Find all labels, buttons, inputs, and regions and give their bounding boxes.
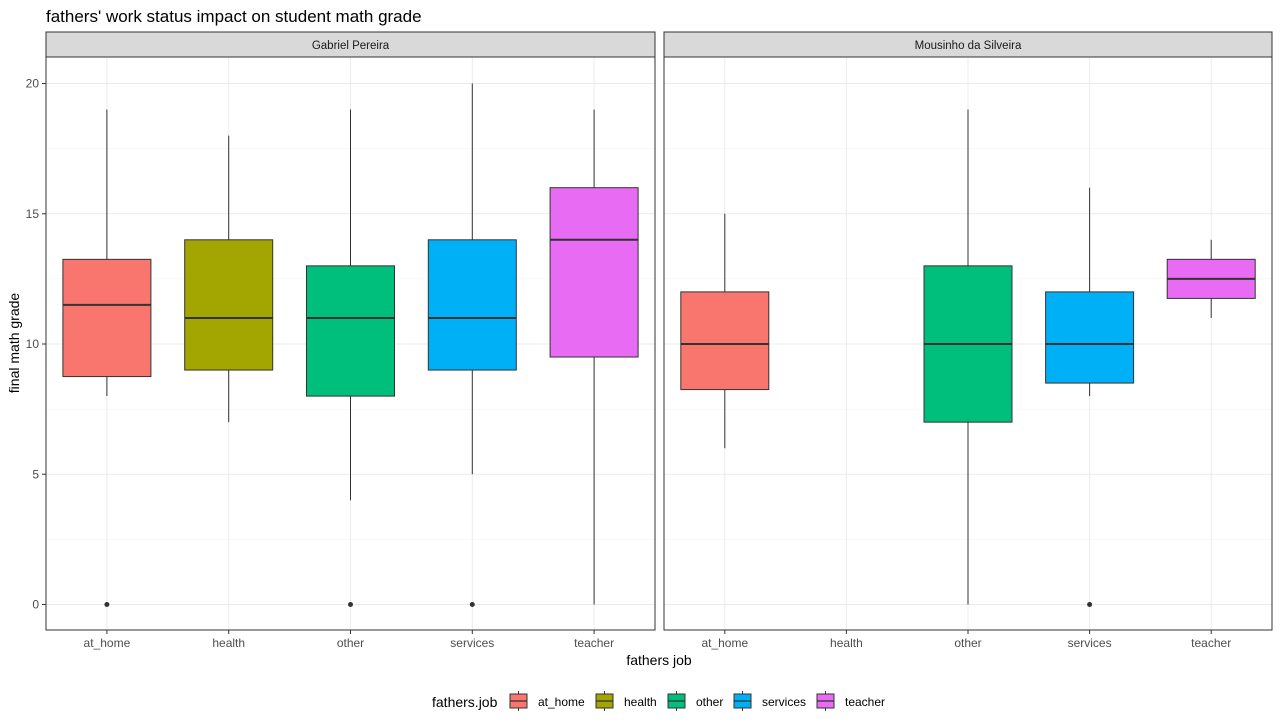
facet-strip bbox=[45, 31, 656, 58]
legend-label-other: other bbox=[696, 695, 723, 709]
x-tick-label: teacher bbox=[574, 636, 614, 650]
x-tick-label: services bbox=[450, 636, 494, 650]
box-at_home bbox=[680, 291, 770, 391]
box-teacher bbox=[549, 187, 639, 358]
x-tick-label: health bbox=[212, 636, 245, 650]
legend-label-health: health bbox=[624, 695, 657, 709]
legend-label-services: services bbox=[762, 695, 806, 709]
x-tick-label: services bbox=[1068, 636, 1112, 650]
box-health bbox=[184, 239, 274, 371]
y-tick-label: 5 bbox=[32, 467, 39, 481]
facet-panels: Gabriel Pereira at_home health other service… bbox=[26, 31, 1273, 650]
legend-title: fathers.job bbox=[432, 694, 498, 710]
y-tick-label: 10 bbox=[26, 337, 40, 351]
outlier-point bbox=[469, 602, 475, 607]
x-tick-label: health bbox=[830, 636, 863, 650]
box-services bbox=[427, 239, 517, 371]
legend: fathers.job at_home health other services tea… bbox=[432, 691, 885, 711]
x-tick-label: other bbox=[337, 636, 364, 650]
legend-label-teacher: teacher bbox=[845, 695, 885, 709]
x-tick-label: at_home bbox=[701, 636, 748, 650]
x-tick-label: other bbox=[954, 636, 981, 650]
chart-title: fathers' work status impact on student m… bbox=[46, 7, 422, 26]
y-axis-title: final math grade bbox=[6, 293, 22, 394]
y-tick-label: 0 bbox=[32, 598, 39, 612]
box-other bbox=[306, 265, 395, 397]
outlier-point bbox=[1087, 602, 1093, 607]
x-tick-label: at_home bbox=[84, 636, 131, 650]
facet-strip-label: Gabriel Pereira bbox=[312, 40, 390, 52]
x-axis-title: fathers job bbox=[626, 652, 692, 668]
y-tick-label: 20 bbox=[26, 77, 40, 91]
legend-label-at_home: at_home bbox=[538, 695, 585, 709]
outlier-point bbox=[348, 602, 353, 607]
box-at_home bbox=[62, 258, 152, 378]
y-tick-label: 15 bbox=[26, 207, 40, 221]
outlier-point bbox=[104, 602, 110, 607]
x-tick-label: teacher bbox=[1191, 636, 1231, 650]
facet-strip-label: Mousinho da Silveira bbox=[915, 40, 1022, 52]
box-services bbox=[1045, 291, 1135, 384]
